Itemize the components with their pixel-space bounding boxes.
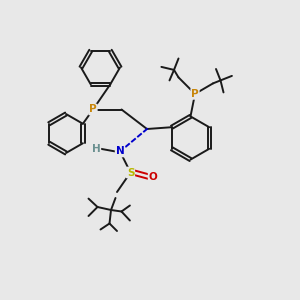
Text: P: P (89, 104, 97, 115)
Text: S: S (127, 167, 134, 178)
Text: N: N (116, 146, 124, 157)
Text: P: P (191, 89, 199, 99)
Text: H: H (92, 143, 100, 154)
Text: O: O (148, 172, 158, 182)
